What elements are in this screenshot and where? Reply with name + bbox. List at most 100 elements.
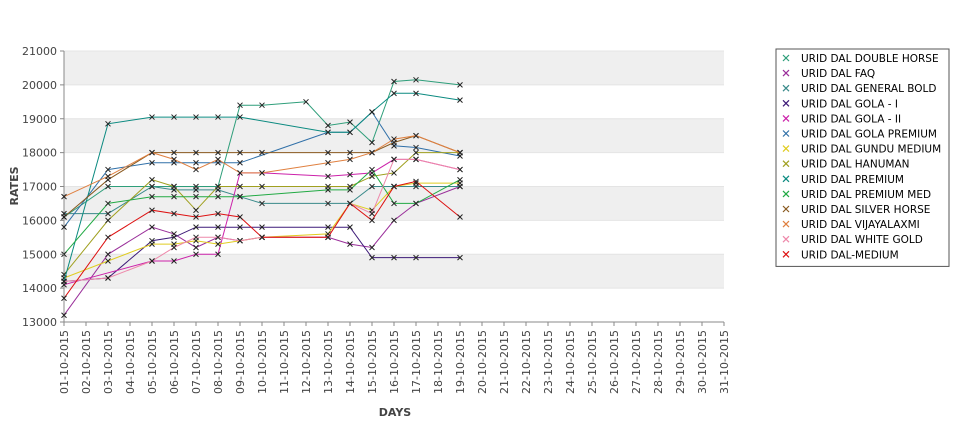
data-point [171,183,177,190]
x-tick-label: 03-10-2015 [102,330,115,394]
data-point [149,258,155,264]
data-point [237,237,243,244]
data-point [259,102,265,109]
data-point [413,254,419,261]
data-point [325,129,331,136]
data-point [457,214,463,220]
data-point [193,244,199,251]
legend-marker [782,130,790,137]
legend-label: URID DAL PREMIUM [801,174,904,186]
data-point [347,149,353,156]
data-point [149,241,155,247]
legend-label: URID DAL FAQ [801,68,875,80]
data-point [259,224,265,231]
data-point [105,210,111,217]
data-point [149,183,155,190]
data-point [215,251,221,258]
data-point [61,224,67,231]
data-point [193,114,199,120]
data-point [347,156,353,163]
data-point [347,129,353,136]
data-point [369,244,375,251]
data-point [171,258,177,264]
x-tick-label: 10-10-2015 [256,330,269,394]
data-point [171,210,177,217]
data-point [325,234,331,241]
data-point [391,90,397,97]
data-point [369,149,375,156]
series-line [63,158,461,282]
x-tick-label: 05-10-2015 [146,330,159,394]
legend-marker [782,250,790,258]
legend-marker [782,54,790,62]
legend-item: URID DAL GOLA - II [782,113,901,125]
data-point [347,187,353,193]
y-tick-label: 21000 [22,45,57,58]
grid-band [64,51,724,85]
data-point [237,214,243,220]
data-point [215,241,221,247]
grid-band [64,118,724,153]
data-point [457,166,463,173]
data-point [193,149,199,156]
legend-label: URID DAL GOLA - I [801,98,898,110]
data-point [347,171,353,178]
x-tick-label: 07-10-2015 [190,330,203,394]
legend-label: URID DAL WHITE GOLD [801,234,923,246]
data-point [259,170,265,176]
data-point [105,200,111,207]
data-point [149,149,155,156]
legend-marker [782,175,790,183]
x-tick-label: 04-10-2015 [124,330,137,394]
legend-label: URID DAL GOLA - II [801,113,901,125]
legend-item: URID DAL VIJAYALAXMI [782,219,920,231]
legend-marker [782,145,790,153]
data-point [171,234,177,241]
data-point [215,149,221,156]
series-line [63,135,461,198]
data-point [369,210,375,217]
legend-marker [782,235,790,243]
data-point [391,170,397,176]
data-point [237,183,243,190]
legend-label: URID DAL GOLA PREMIUM [801,129,937,141]
y-tick-label: 14000 [22,282,57,295]
x-tick-label: 21-10-2015 [498,330,511,394]
x-tick-label: 02-10-2015 [80,330,93,394]
data-point [237,224,243,231]
series-12 [61,132,463,200]
data-point [347,200,353,207]
legend-marker [782,84,790,92]
data-point [303,98,309,105]
plot-background [64,50,724,323]
legend-item: URID DAL PREMIUM MED [782,189,931,201]
x-tick-label: 26-10-2015 [608,330,621,394]
x-tick-label: 19-10-2015 [454,330,467,394]
x-tick-label: 23-10-2015 [542,330,555,394]
legend-item: URID DAL GENERAL BOLD [782,83,937,95]
x-tick-label: 24-10-2015 [564,330,577,394]
x-tick-label: 28-10-2015 [652,330,665,394]
legend-item: URID DAL GUNDU MEDIUM [782,144,941,156]
data-point [193,166,199,173]
x-tick-label: 17-10-2015 [410,330,423,394]
data-point [259,149,265,156]
x-tick-label: 25-10-2015 [586,330,599,394]
data-point [369,254,375,261]
legend-item: URID DAL DOUBLE HORSE [782,53,939,65]
data-point [215,224,221,231]
data-point [391,200,397,207]
data-point [61,193,67,200]
grid-band [64,254,724,289]
tick-labels: 13000 14000 15000 16000 17000 18000 19000 20000… [22,45,731,394]
data-point [105,234,111,241]
series-line [63,152,460,275]
legend-marker [782,99,790,107]
data-point [391,254,397,261]
data-point [193,159,199,166]
data-point [369,166,375,173]
data-point [61,295,67,302]
x-tick-label: 30-10-2015 [696,330,709,394]
data-point [193,251,199,258]
